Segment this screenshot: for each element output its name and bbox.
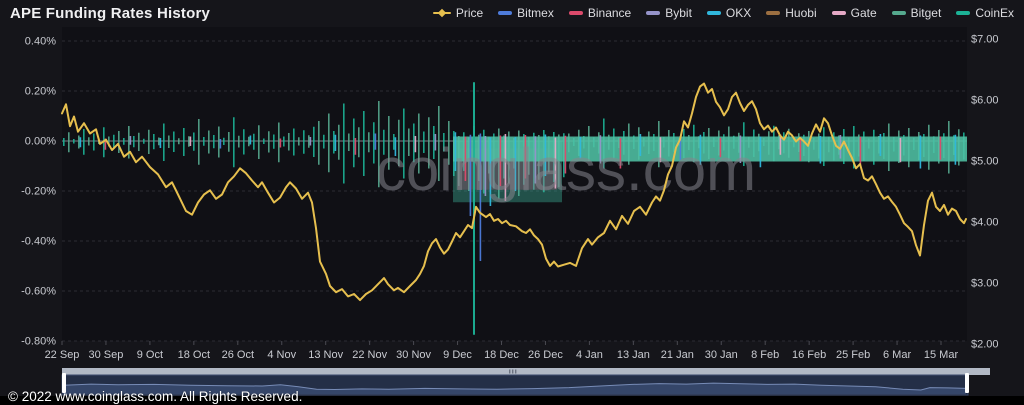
legend-label: Huobi (785, 6, 817, 20)
svg-text:$3.00: $3.00 (971, 278, 999, 290)
exchange-accent-bars (79, 132, 957, 261)
legend-item-binance[interactable]: Binance (568, 6, 632, 20)
range-navigator[interactable] (0, 366, 1024, 403)
scrollbar-grip-icon[interactable] (509, 369, 511, 374)
svg-text:13 Nov: 13 Nov (308, 349, 343, 361)
svg-text:26 Dec: 26 Dec (528, 349, 563, 361)
legend-label: Bybit (665, 6, 692, 20)
right-axis-labels: $7.00 $6.00 $5.00 $4.00 $3.00 $2.00 (971, 34, 999, 351)
gate-series-icon (831, 11, 846, 15)
legend: Price Bitmex Binance Bybit OKX Huobi Gate Bitge… (432, 6, 1014, 20)
x-axis-labels: 22 Sep 30 Sep 9 Oct 18 Oct 26 Oct 4 Nov 13 Nov… (45, 341, 959, 361)
svg-text:$5.00: $5.00 (971, 156, 999, 168)
svg-text:22 Sep: 22 Sep (45, 349, 80, 361)
navigator-right-handle[interactable] (965, 373, 969, 393)
bitget-series-icon (891, 11, 906, 15)
svg-text:30 Sep: 30 Sep (89, 349, 124, 361)
svg-text:-0.20%: -0.20% (21, 186, 56, 198)
legend-item-price[interactable]: Price (432, 6, 484, 20)
legend-label: Bitget (910, 6, 942, 20)
bitmex-series-icon (498, 11, 513, 15)
page-title: APE Funding Rates History (10, 4, 211, 22)
svg-text:30 Jan: 30 Jan (705, 349, 738, 361)
legend-label: Price (455, 6, 484, 20)
svg-text:0.20%: 0.20% (25, 86, 56, 98)
svg-text:18 Oct: 18 Oct (178, 349, 210, 361)
price-line (61, 82, 967, 302)
okx-series-icon (706, 11, 721, 15)
svg-text:$7.00: $7.00 (971, 34, 999, 46)
left-axis-labels: 0.40% 0.20% 0.00% -0.20% -0.40% -0.60% -0.80% (21, 36, 56, 348)
bottom-strip (0, 396, 1024, 405)
legend-item-okx[interactable]: OKX (706, 6, 752, 20)
legend-label: Binance (587, 6, 632, 20)
legend-item-huobi[interactable]: Huobi (766, 6, 817, 20)
coinex-spike-bar (473, 82, 475, 335)
svg-text:0.40%: 0.40% (25, 36, 56, 48)
range-navigator-svg[interactable] (0, 366, 1024, 398)
svg-text:25 Feb: 25 Feb (836, 349, 870, 361)
svg-text:8 Feb: 8 Feb (751, 349, 779, 361)
funding-chart-area[interactable]: 0.40% 0.20% 0.00% -0.20% -0.40% -0.60% -0.80% $… (0, 0, 1024, 370)
copyright-text: © 2022 www.coinglass.com. All Rights Res… (8, 389, 303, 404)
svg-text:6 Mar: 6 Mar (883, 349, 911, 361)
svg-text:0.00%: 0.00% (25, 136, 56, 148)
scrollbar-grip-icon[interactable] (512, 369, 514, 374)
svg-text:18 Dec: 18 Dec (484, 349, 519, 361)
legend-item-bitget[interactable]: Bitget (891, 6, 942, 20)
svg-text:4 Nov: 4 Nov (267, 349, 296, 361)
navigator-line-series (63, 382, 967, 394)
plot-background (62, 27, 967, 341)
svg-text:30 Nov: 30 Nov (396, 349, 431, 361)
binance-series-icon (568, 11, 583, 15)
svg-text:4 Jan: 4 Jan (576, 349, 603, 361)
scrollbar-grip-icon[interactable] (515, 369, 517, 374)
coinex-series-icon (956, 11, 971, 15)
svg-text:$6.00: $6.00 (971, 95, 999, 107)
legend-item-bitmex[interactable]: Bitmex (498, 6, 554, 20)
svg-text:-0.80%: -0.80% (21, 336, 56, 348)
svg-text:22 Nov: 22 Nov (352, 349, 387, 361)
huobi-series-icon (766, 11, 781, 15)
svg-text:-0.60%: -0.60% (21, 286, 56, 298)
chart-header: APE Funding Rates History Price Bitmex Bin… (0, 0, 1024, 26)
legend-item-coinex[interactable]: CoinEx (956, 6, 1014, 20)
legend-item-bybit[interactable]: Bybit (646, 6, 692, 20)
legend-label: CoinEx (975, 6, 1014, 20)
svg-text:15 Mar: 15 Mar (924, 349, 959, 361)
svg-text:$2.00: $2.00 (971, 339, 999, 351)
funding-chart-svg[interactable]: 0.40% 0.20% 0.00% -0.20% -0.40% -0.60% -0.80% $… (0, 0, 1024, 365)
coinglass-watermark: coinglass.com (376, 136, 756, 203)
svg-text:9 Dec: 9 Dec (443, 349, 472, 361)
svg-text:-0.40%: -0.40% (21, 236, 56, 248)
svg-text:9 Oct: 9 Oct (137, 349, 163, 361)
navigator-scrollbar-track[interactable] (62, 368, 990, 375)
svg-text:16 Feb: 16 Feb (792, 349, 826, 361)
legend-item-gate[interactable]: Gate (831, 6, 877, 20)
svg-text:13 Jan: 13 Jan (617, 349, 650, 361)
legend-label: OKX (725, 6, 752, 20)
svg-text:26 Oct: 26 Oct (222, 349, 254, 361)
price-series-icon (432, 8, 451, 18)
legend-label: Gate (850, 6, 877, 20)
svg-text:$4.00: $4.00 (971, 217, 999, 229)
legend-label: Bitmex (517, 6, 554, 20)
navigator-left-handle[interactable] (62, 373, 66, 393)
bybit-series-icon (646, 11, 661, 15)
svg-text:21 Jan: 21 Jan (661, 349, 694, 361)
